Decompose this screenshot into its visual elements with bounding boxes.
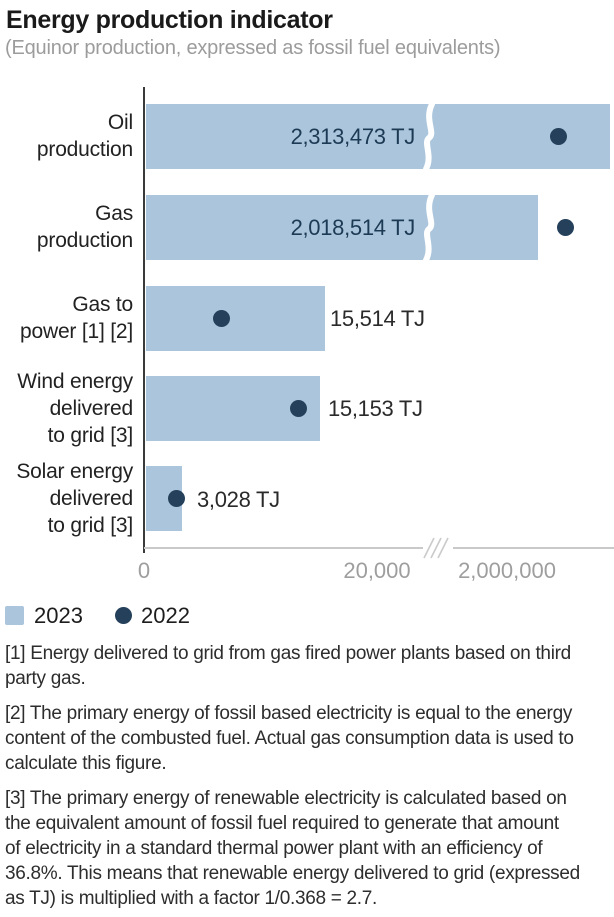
category-label-gas: Gas production [36,202,133,252]
legend-swatch-2023 [5,606,24,625]
footnote-1: [1] Energy delivered to grid from gas fi… [5,643,571,689]
footnote-3: [3] The primary energy of renewable elec… [5,788,580,909]
value-label-wind: 15,153 TJ [328,396,423,421]
bar-gas-to-power-2023 [146,286,325,351]
legend-label-2022: 2022 [141,603,190,628]
bar-gas-2023 [146,195,538,260]
page-subtitle: (Equinor production, expressed as fossil… [5,37,501,59]
value-label-gas: 2,018,514 TJ [290,215,416,240]
dot-oil-2022 [550,128,567,145]
page-title: Energy production indicator [6,6,333,34]
footnotes: [1] Energy delivered to grid from gas fi… [5,641,611,917]
dot-gas-to-power-2022 [213,310,230,327]
category-label-solar: Solar energy delivered to grid [3] [16,460,133,537]
legend: 2023 2022 [0,600,614,630]
axis-break-hatch-icon [423,537,449,559]
value-label-oil: 2,313,473 TJ [290,124,416,149]
bar-break-wave-oil [423,104,435,169]
x-tick-20000: 20,000 [343,558,411,583]
value-label-solar: 3,028 TJ [197,487,280,512]
x-axis-line-left [144,547,423,549]
x-tick-2000000: 2,000,000 [458,558,556,583]
dot-wind-2022 [290,400,307,417]
dot-gas-2022 [557,219,574,236]
x-tick-0: 0 [137,558,151,583]
y-axis-line [143,87,145,553]
bar-oil-2023 [146,104,610,169]
legend-label-2023: 2023 [34,603,83,628]
category-label-oil: Oil production [36,111,133,161]
legend-dot-2022-icon [115,607,132,624]
value-label-gas-to-power: 15,514 TJ [330,306,425,331]
x-axis-line-right [453,547,614,549]
category-label-wind: Wind energy delivered to grid [3] [17,370,133,447]
category-label-gas-to-power: Gas to power [1] [2] [20,293,133,343]
dot-solar-2022 [168,490,185,507]
bar-break-wave-gas [423,195,435,260]
footnote-2: [2] The primary energy of fossil based e… [5,703,574,774]
